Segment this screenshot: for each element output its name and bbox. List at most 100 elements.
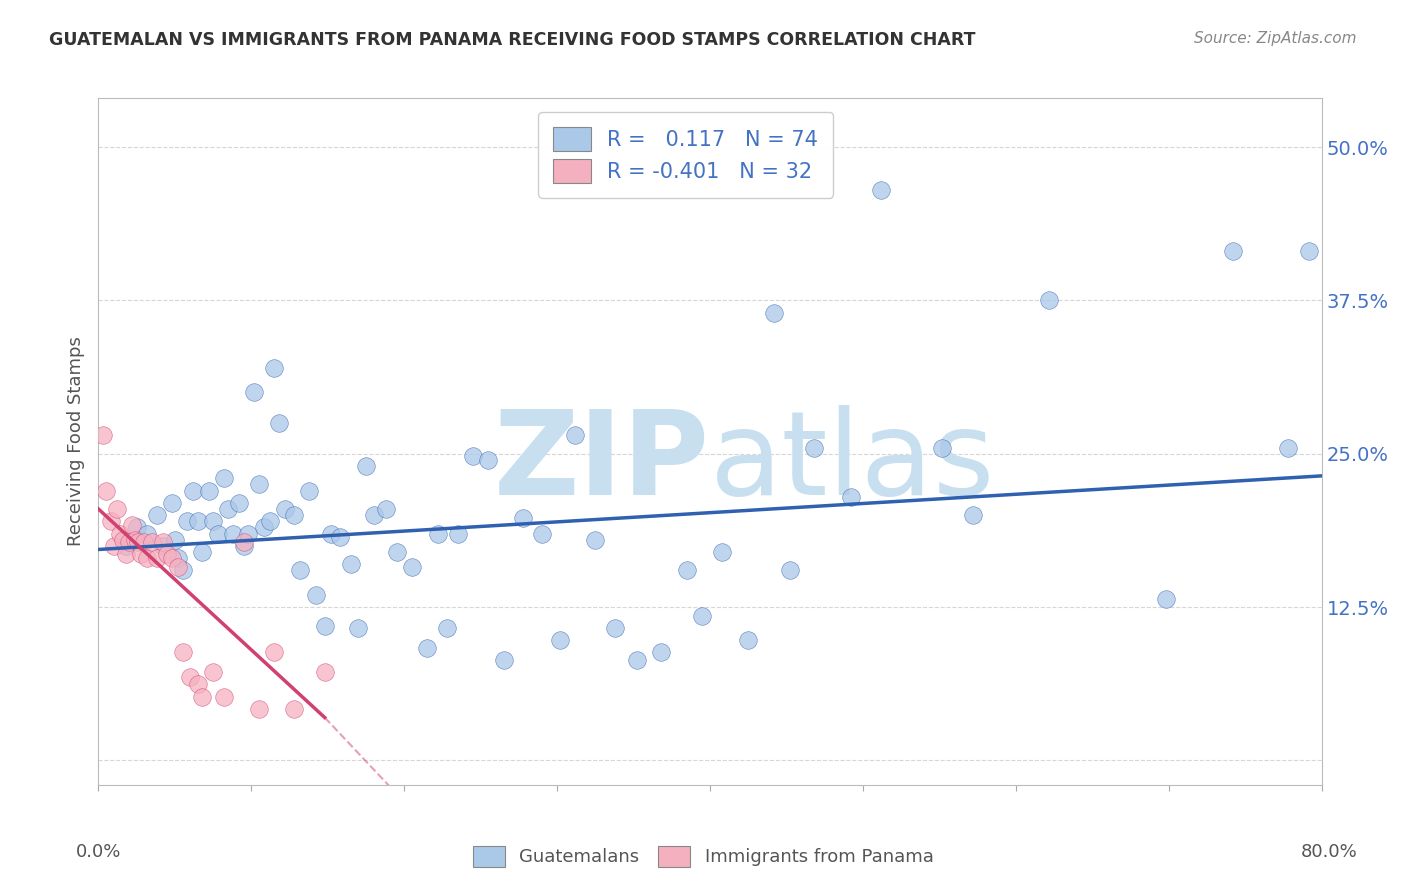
Point [650,646,672,660]
Point [711,545,734,559]
Point [692,608,714,623]
Point [374,502,396,516]
Point [583,533,606,547]
Point [548,633,571,648]
Point [314,618,336,632]
Point [115,539,138,553]
Point [136,526,159,541]
Point [274,502,297,516]
Y-axis label: Receiving Food Stamps: Receiving Food Stamps [66,336,84,547]
Point [181,483,204,498]
Point [314,665,336,680]
Point [100,514,122,528]
Point [202,514,225,528]
Text: atlas: atlas [710,405,995,520]
Point [931,441,953,455]
Point [91,428,114,442]
Point [187,514,209,528]
Point [243,385,266,400]
Text: ZIP: ZIP [494,405,710,520]
Point [202,665,225,680]
Point [118,535,141,549]
Point [339,557,361,572]
Point [737,633,759,648]
Point [212,690,235,704]
Point [290,563,312,577]
Point [763,306,786,320]
Text: Source: ZipAtlas.com: Source: ZipAtlas.com [1194,31,1357,46]
Point [263,361,285,376]
Point [298,483,321,498]
Point [232,535,254,549]
Point [197,483,219,498]
Point [267,416,290,430]
Point [94,483,117,498]
Point [141,535,163,549]
Point [319,526,342,541]
Text: 0.0%: 0.0% [76,843,121,861]
Text: GUATEMALAN VS IMMIGRANTS FROM PANAMA RECEIVING FOOD STAMPS CORRELATION CHART: GUATEMALAN VS IMMIGRANTS FROM PANAMA REC… [49,31,976,49]
Point [111,533,134,547]
Point [238,526,260,541]
Point [259,514,281,528]
Point [461,450,484,464]
Point [492,653,515,667]
Point [283,702,305,716]
Point [247,477,270,491]
Point [1154,591,1177,606]
Point [127,535,149,549]
Point [172,646,194,660]
Point [477,453,499,467]
Point [115,547,138,562]
Point [283,508,305,523]
Point [839,490,862,504]
Point [605,621,627,635]
Point [1038,293,1060,308]
Point [564,428,586,442]
Point [426,526,449,541]
Point [263,646,285,660]
Point [212,471,235,485]
Point [129,547,152,562]
Point [228,496,250,510]
Point [160,496,183,510]
Point [187,677,209,691]
Point [152,539,174,553]
Point [222,526,245,541]
Point [167,551,190,566]
Point [124,533,146,547]
Point [447,526,470,541]
Point [156,547,179,562]
Point [779,563,801,577]
Point [247,702,270,716]
Point [1298,244,1320,259]
Point [626,653,648,667]
Point [401,559,423,574]
Point [252,520,274,534]
Point [191,545,214,559]
Point [136,551,159,566]
Point [512,510,534,524]
Point [108,526,131,541]
Point [103,539,125,553]
Point [207,526,229,541]
Point [354,458,377,473]
Point [167,559,190,574]
Point [232,539,254,553]
Point [125,520,148,534]
Point [163,533,186,547]
Point [436,621,458,635]
Point [304,588,326,602]
Point [145,551,167,566]
Point [217,502,239,516]
Point [179,670,201,684]
Point [329,530,352,544]
Text: 80.0%: 80.0% [1301,843,1357,861]
Point [176,514,198,528]
Point [1277,441,1299,455]
Legend: Guatemalans, Immigrants from Panama: Guatemalans, Immigrants from Panama [465,838,941,874]
Point [152,535,174,549]
Point [530,526,553,541]
Point [962,508,984,523]
Point [134,535,156,549]
